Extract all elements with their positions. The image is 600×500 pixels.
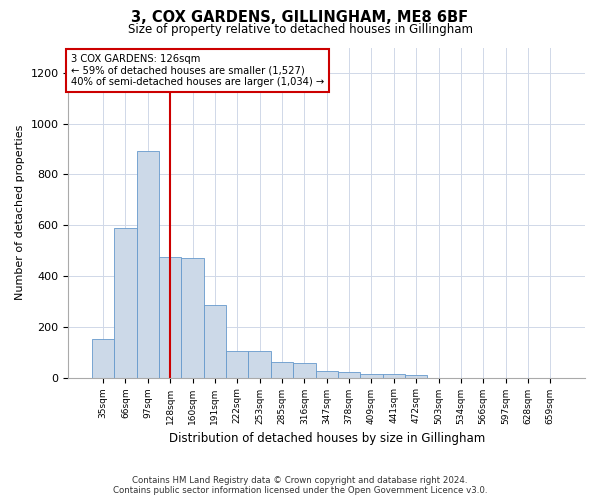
Bar — [338, 372, 360, 378]
Bar — [316, 370, 338, 378]
Bar — [293, 363, 316, 378]
Bar — [114, 228, 137, 378]
Y-axis label: Number of detached properties: Number of detached properties — [15, 125, 25, 300]
Bar — [181, 258, 204, 378]
Bar — [248, 352, 271, 378]
X-axis label: Distribution of detached houses by size in Gillingham: Distribution of detached houses by size … — [169, 432, 485, 445]
Text: 3, COX GARDENS, GILLINGHAM, ME8 6BF: 3, COX GARDENS, GILLINGHAM, ME8 6BF — [131, 10, 469, 25]
Text: Contains HM Land Registry data © Crown copyright and database right 2024.
Contai: Contains HM Land Registry data © Crown c… — [113, 476, 487, 495]
Bar — [204, 306, 226, 378]
Bar — [360, 374, 383, 378]
Bar — [92, 339, 114, 378]
Bar — [405, 375, 427, 378]
Bar — [271, 362, 293, 378]
Bar — [226, 352, 248, 378]
Bar — [383, 374, 405, 378]
Bar — [137, 151, 159, 378]
Text: Size of property relative to detached houses in Gillingham: Size of property relative to detached ho… — [128, 22, 473, 36]
Text: 3 COX GARDENS: 126sqm
← 59% of detached houses are smaller (1,527)
40% of semi-d: 3 COX GARDENS: 126sqm ← 59% of detached … — [71, 54, 324, 88]
Bar — [159, 257, 181, 378]
